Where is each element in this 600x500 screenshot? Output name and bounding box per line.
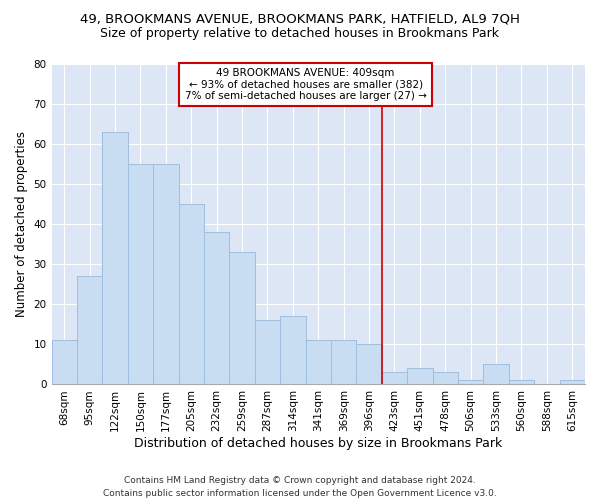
Bar: [433, 372, 458, 384]
Bar: [484, 364, 509, 384]
Bar: [153, 164, 179, 384]
Bar: [229, 252, 255, 384]
Bar: [356, 344, 382, 385]
Bar: [280, 316, 305, 384]
Bar: [179, 204, 204, 384]
Bar: [103, 132, 128, 384]
Bar: [305, 340, 331, 384]
Bar: [458, 380, 484, 384]
Text: 49, BROOKMANS AVENUE, BROOKMANS PARK, HATFIELD, AL9 7QH: 49, BROOKMANS AVENUE, BROOKMANS PARK, HA…: [80, 12, 520, 26]
Bar: [77, 276, 103, 384]
Bar: [331, 340, 356, 384]
Bar: [204, 232, 229, 384]
X-axis label: Distribution of detached houses by size in Brookmans Park: Distribution of detached houses by size …: [134, 437, 502, 450]
Bar: [382, 372, 407, 384]
Bar: [509, 380, 534, 384]
Text: 49 BROOKMANS AVENUE: 409sqm
← 93% of detached houses are smaller (382)
7% of sem: 49 BROOKMANS AVENUE: 409sqm ← 93% of det…: [185, 68, 427, 101]
Text: Size of property relative to detached houses in Brookmans Park: Size of property relative to detached ho…: [101, 28, 499, 40]
Text: Contains HM Land Registry data © Crown copyright and database right 2024.
Contai: Contains HM Land Registry data © Crown c…: [103, 476, 497, 498]
Bar: [128, 164, 153, 384]
Y-axis label: Number of detached properties: Number of detached properties: [15, 131, 28, 317]
Bar: [560, 380, 585, 384]
Bar: [255, 320, 280, 384]
Bar: [407, 368, 433, 384]
Bar: [52, 340, 77, 384]
